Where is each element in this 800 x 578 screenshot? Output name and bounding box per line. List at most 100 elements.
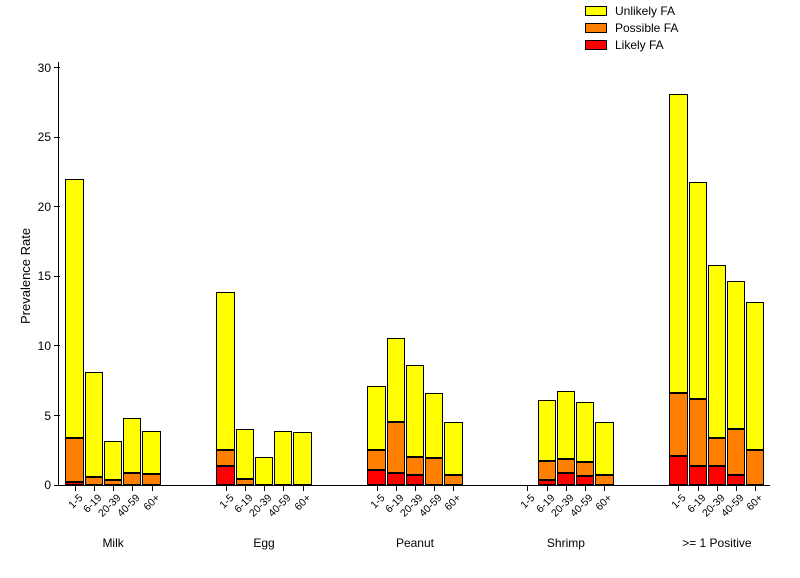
bar-segment-possible — [123, 473, 141, 485]
bar-segment-possible — [727, 429, 745, 475]
legend-label: Possible FA — [615, 22, 678, 34]
x-tick-mark — [678, 485, 679, 491]
bar-segment-possible — [216, 450, 234, 466]
x-tick-label: 60+ — [745, 492, 766, 513]
x-tick-mark — [94, 485, 95, 491]
x-tick-mark — [113, 485, 114, 491]
x-tick-mark — [303, 485, 304, 491]
bar-segment-possible — [557, 459, 575, 473]
bar-segment-unlikely — [425, 393, 443, 458]
bar-segment-unlikely — [444, 422, 462, 475]
x-tick-mark — [755, 485, 756, 491]
bar-segment-possible — [746, 450, 764, 485]
y-tick-mark — [54, 206, 60, 207]
x-tick-mark — [453, 485, 454, 491]
bar-segment-likely — [367, 470, 385, 485]
bar-segment-unlikely — [727, 281, 745, 429]
bar-segment-possible — [576, 462, 594, 476]
bar-segment-unlikely — [367, 386, 385, 450]
bar-segment-possible — [689, 399, 707, 466]
y-tick-mark — [54, 345, 60, 346]
y-tick-label: 10 — [38, 339, 51, 353]
legend-label: Likely FA — [615, 39, 664, 51]
bar-segment-unlikely — [387, 338, 405, 422]
bar-segment-unlikely — [104, 441, 122, 481]
x-tick-mark — [245, 485, 246, 491]
x-tick-mark — [283, 485, 284, 491]
y-tick-mark — [54, 485, 60, 486]
y-tick-mark — [54, 276, 60, 277]
group-label: Egg — [210, 536, 318, 550]
x-tick-mark — [698, 485, 699, 491]
bar-segment-unlikely — [255, 457, 273, 485]
x-tick-mark — [736, 485, 737, 491]
y-tick-label: 30 — [38, 61, 51, 75]
bar-segment-unlikely — [689, 182, 707, 399]
x-tick-label: 60+ — [141, 492, 162, 513]
y-tick-mark — [54, 415, 60, 416]
bar-segment-possible — [595, 475, 613, 485]
bar-segment-unlikely — [595, 422, 613, 475]
y-tick-label: 15 — [38, 269, 51, 283]
legend-item-possible: Possible FA — [585, 19, 678, 36]
bar-segment-likely — [576, 476, 594, 485]
x-tick-label: 60+ — [292, 492, 313, 513]
bar-segment-likely — [708, 466, 726, 485]
bar-segment-unlikely — [557, 391, 575, 459]
bar-segment-likely — [689, 466, 707, 485]
bar-segment-possible — [444, 475, 462, 485]
x-tick-mark — [527, 485, 528, 491]
bar-segment-possible — [387, 422, 405, 472]
bar-segment-possible — [367, 450, 385, 470]
bar-segment-possible — [65, 438, 83, 482]
bar-segment-likely — [406, 475, 424, 485]
y-tick-label: 20 — [38, 200, 51, 214]
bar-segment-possible — [406, 457, 424, 476]
bar-segment-possible — [142, 474, 160, 485]
y-tick-label: 5 — [44, 409, 51, 423]
bar-segment-unlikely — [216, 292, 234, 450]
x-tick-mark — [585, 485, 586, 491]
legend-swatch — [585, 23, 607, 33]
bar-segment-unlikely — [293, 432, 311, 485]
x-tick-mark — [75, 485, 76, 491]
y-tick-label: 25 — [38, 130, 51, 144]
bar-segment-unlikely — [123, 418, 141, 474]
y-tick-label: 0 — [44, 478, 51, 492]
x-tick-mark — [434, 485, 435, 491]
bar-segment-likely — [216, 466, 234, 485]
x-tick-mark — [604, 485, 605, 491]
bar-segment-possible — [85, 477, 103, 485]
x-tick-label: 60+ — [594, 492, 615, 513]
bar-segment-possible — [669, 393, 687, 456]
bar-segment-possible — [708, 438, 726, 466]
x-tick-label: 60+ — [443, 492, 464, 513]
plot-area: 0510152025301-56-1920-3940-5960+Milk1-56… — [58, 62, 770, 486]
group-label: Milk — [59, 536, 167, 550]
bar-segment-unlikely — [236, 429, 254, 480]
bar-segment-unlikely — [708, 265, 726, 437]
bar-segment-unlikely — [65, 179, 83, 438]
x-tick-mark — [396, 485, 397, 491]
group-label: Shrimp — [512, 536, 620, 550]
legend-swatch — [585, 6, 607, 16]
bar-segment-likely — [669, 456, 687, 485]
x-tick-mark — [377, 485, 378, 491]
bar-segment-possible — [538, 461, 556, 480]
legend-item-likely: Likely FA — [585, 36, 678, 53]
legend-item-unlikely: Unlikely FA — [585, 2, 678, 19]
x-tick-mark — [264, 485, 265, 491]
bar-segment-unlikely — [274, 431, 292, 485]
x-tick-mark — [132, 485, 133, 491]
bar-segment-unlikely — [142, 431, 160, 474]
legend: Unlikely FA Possible FA Likely FA — [585, 2, 678, 53]
prevalence-chart: Unlikely FAPossible FALikely FA 05101520… — [0, 0, 800, 578]
x-tick-mark — [547, 485, 548, 491]
y-tick-mark — [54, 137, 60, 138]
x-tick-mark — [415, 485, 416, 491]
bar-segment-possible — [425, 458, 443, 485]
bar-segment-likely — [727, 475, 745, 485]
bar-segment-unlikely — [538, 400, 556, 460]
x-tick-mark — [152, 485, 153, 491]
group-label: >= 1 Positive — [663, 536, 771, 550]
